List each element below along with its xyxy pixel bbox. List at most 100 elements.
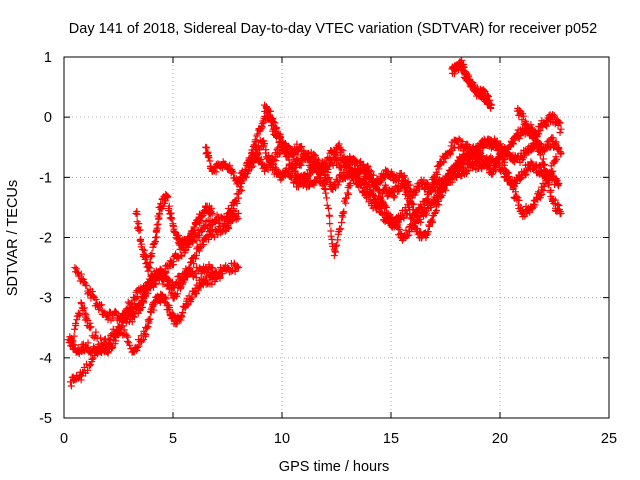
data-point: [479, 152, 487, 160]
data-point: [124, 333, 132, 341]
data-point: [75, 311, 83, 319]
data-point: [285, 142, 293, 150]
data-point: [339, 209, 347, 217]
data-point: [138, 337, 146, 345]
data-point: [91, 351, 99, 359]
data-point: [198, 213, 206, 221]
data-point: [342, 194, 350, 202]
y-tick-label: 0: [44, 110, 52, 126]
data-point: [183, 272, 191, 280]
x-tick-label: 0: [60, 431, 68, 447]
data-point: [414, 213, 422, 221]
data-point: [131, 294, 139, 302]
data-point: [161, 197, 169, 205]
data-point: [234, 194, 242, 202]
data-point: [369, 171, 377, 179]
data-point: [88, 288, 96, 296]
data-point: [119, 310, 127, 318]
data-point: [217, 270, 225, 278]
data-point: [86, 324, 94, 332]
data-point: [342, 156, 350, 164]
data-point: [72, 322, 80, 330]
data-point: [435, 201, 443, 209]
chart-title: Day 141 of 2018, Sidereal Day-to-day VTE…: [69, 21, 597, 37]
data-point: [143, 324, 151, 332]
data-point: [159, 280, 167, 288]
data-point: [556, 128, 564, 136]
data-point: [400, 179, 408, 187]
data-point: [97, 334, 105, 342]
data-point: [410, 222, 418, 230]
data-point: [190, 260, 198, 268]
data-point: [479, 144, 487, 152]
data-point: [404, 192, 412, 200]
data-point: [557, 209, 565, 217]
data-point: [90, 334, 98, 342]
series-track-10: [448, 56, 495, 112]
data-point: [165, 202, 173, 210]
series-track-5: [132, 191, 216, 275]
data-point: [238, 186, 246, 194]
data-point: [343, 189, 351, 197]
data-point: [271, 125, 279, 133]
data-point: [69, 337, 77, 345]
data-point: [234, 209, 242, 217]
data-point: [263, 103, 271, 111]
data-point: [391, 217, 399, 225]
data-point: [168, 215, 176, 223]
data-point: [72, 265, 80, 273]
data-point: [431, 176, 439, 184]
x-tick-label: 25: [601, 431, 617, 447]
data-point: [74, 268, 82, 276]
data-point: [438, 191, 446, 199]
data-point: [310, 151, 318, 159]
data-point: [326, 220, 334, 228]
data-point: [205, 222, 213, 230]
data-point: [557, 149, 565, 157]
data-point: [424, 228, 432, 236]
data-point: [192, 274, 200, 282]
data-point: [261, 140, 269, 148]
data-point: [461, 157, 469, 165]
data-point: [554, 201, 562, 209]
data-point: [504, 174, 512, 182]
data-point: [209, 264, 217, 272]
data-point: [76, 310, 84, 318]
data-point: [84, 290, 92, 298]
data-series: [64, 56, 565, 390]
data-point: [382, 203, 390, 211]
data-point: [207, 208, 215, 216]
data-point: [484, 91, 492, 99]
data-point: [88, 355, 96, 363]
data-point: [429, 181, 437, 189]
data-point: [402, 184, 410, 192]
data-point: [542, 121, 550, 129]
data-point: [205, 154, 213, 162]
data-point: [551, 139, 559, 147]
data-point: [164, 281, 172, 289]
data-point: [322, 189, 330, 197]
data-point: [331, 247, 339, 255]
data-point: [494, 159, 502, 167]
data-point: [85, 362, 93, 370]
data-point: [276, 150, 284, 158]
data-point: [163, 277, 171, 285]
data-point: [100, 342, 108, 350]
data-point: [150, 306, 158, 314]
data-point: [340, 208, 348, 216]
x-tick-label: 15: [383, 431, 399, 447]
data-point: [486, 96, 494, 104]
data-point: [537, 148, 545, 156]
data-point: [169, 310, 177, 318]
data-point: [135, 342, 143, 350]
data-point: [381, 202, 389, 210]
data-point: [317, 174, 325, 182]
data-point: [551, 196, 559, 204]
data-point: [178, 252, 186, 260]
data-point: [133, 210, 141, 218]
data-point: [320, 185, 328, 193]
data-point: [375, 192, 383, 200]
data-point: [188, 294, 196, 302]
data-point: [147, 253, 155, 261]
